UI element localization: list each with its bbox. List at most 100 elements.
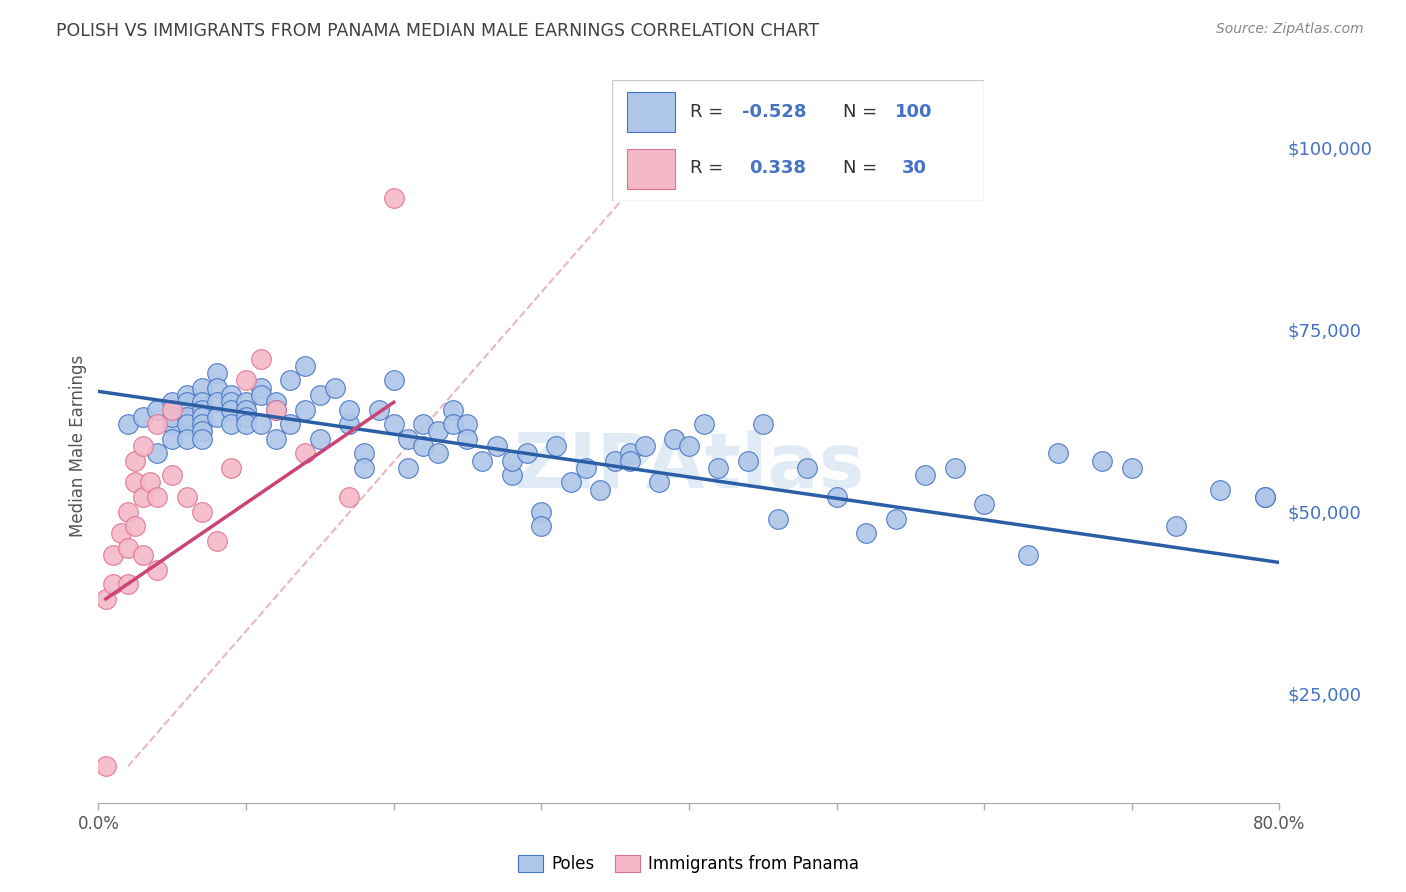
Point bbox=[103, 577, 125, 591]
Point bbox=[368, 402, 391, 417]
Point bbox=[219, 417, 242, 432]
Point bbox=[339, 402, 360, 417]
Point bbox=[515, 446, 537, 460]
Point bbox=[191, 381, 214, 395]
Text: N =: N = bbox=[842, 103, 883, 120]
Point bbox=[353, 446, 375, 460]
Point bbox=[132, 409, 155, 424]
Point bbox=[664, 432, 686, 446]
Text: 100: 100 bbox=[894, 103, 932, 120]
Point bbox=[191, 402, 214, 417]
Point bbox=[294, 402, 316, 417]
Point bbox=[235, 409, 257, 424]
Point bbox=[250, 351, 273, 366]
Point bbox=[162, 417, 183, 432]
Point bbox=[264, 432, 287, 446]
Text: R =: R = bbox=[690, 103, 728, 120]
Point bbox=[382, 417, 405, 432]
Point bbox=[353, 460, 375, 475]
Point bbox=[456, 432, 478, 446]
Point bbox=[396, 460, 419, 475]
Point bbox=[205, 381, 228, 395]
Point bbox=[110, 526, 132, 541]
Point bbox=[235, 374, 257, 388]
Point bbox=[219, 388, 242, 402]
Point bbox=[339, 417, 360, 432]
Point bbox=[176, 388, 198, 402]
Point bbox=[560, 475, 582, 490]
Point bbox=[441, 402, 464, 417]
Point bbox=[693, 417, 716, 432]
Point bbox=[235, 395, 257, 409]
Text: ZIPAtlas: ZIPAtlas bbox=[513, 431, 865, 504]
Point bbox=[339, 490, 360, 504]
Text: 0.338: 0.338 bbox=[749, 159, 807, 178]
Point bbox=[264, 402, 287, 417]
Point bbox=[427, 425, 450, 439]
Point bbox=[751, 417, 773, 432]
Point bbox=[278, 374, 302, 388]
Point bbox=[605, 453, 627, 467]
Point bbox=[132, 439, 155, 453]
Point bbox=[205, 533, 228, 548]
Point bbox=[250, 417, 273, 432]
Point bbox=[1017, 548, 1039, 562]
Point bbox=[176, 409, 198, 424]
Point bbox=[766, 512, 789, 526]
Bar bbox=[627, 93, 675, 132]
Point bbox=[117, 417, 139, 432]
Point bbox=[250, 381, 273, 395]
Point bbox=[117, 577, 139, 591]
Point bbox=[855, 526, 877, 541]
Point bbox=[117, 504, 139, 518]
Point bbox=[146, 446, 169, 460]
Point bbox=[162, 409, 183, 424]
Point bbox=[678, 439, 700, 453]
Point bbox=[191, 425, 214, 439]
Point bbox=[796, 460, 818, 475]
Point bbox=[176, 417, 198, 432]
Point bbox=[124, 453, 146, 467]
Point bbox=[1254, 490, 1277, 504]
Text: N =: N = bbox=[842, 159, 883, 178]
Point bbox=[1164, 519, 1187, 533]
Point bbox=[737, 453, 759, 467]
Text: R =: R = bbox=[690, 159, 734, 178]
Point bbox=[124, 475, 146, 490]
Point bbox=[264, 395, 287, 409]
Point bbox=[707, 460, 730, 475]
Text: -0.528: -0.528 bbox=[742, 103, 807, 120]
Point bbox=[162, 402, 183, 417]
Point bbox=[191, 432, 214, 446]
Point bbox=[884, 512, 907, 526]
Point bbox=[574, 460, 596, 475]
Point bbox=[1046, 446, 1069, 460]
Point bbox=[219, 402, 242, 417]
Point bbox=[914, 468, 936, 483]
Point bbox=[103, 548, 125, 562]
Point bbox=[530, 519, 553, 533]
Text: 30: 30 bbox=[903, 159, 927, 178]
Point bbox=[619, 446, 641, 460]
Point bbox=[546, 439, 568, 453]
Point bbox=[162, 395, 183, 409]
Point bbox=[456, 417, 478, 432]
Point bbox=[146, 417, 169, 432]
Point bbox=[589, 483, 612, 497]
FancyBboxPatch shape bbox=[612, 80, 984, 201]
Point bbox=[309, 432, 332, 446]
Point bbox=[278, 417, 302, 432]
Point bbox=[382, 191, 405, 205]
Point bbox=[132, 490, 155, 504]
Point bbox=[235, 402, 257, 417]
Point bbox=[1121, 460, 1143, 475]
Point bbox=[619, 453, 641, 467]
Point bbox=[530, 504, 553, 518]
Point bbox=[205, 366, 228, 380]
Point bbox=[139, 475, 162, 490]
Point bbox=[146, 402, 169, 417]
Point bbox=[648, 475, 671, 490]
Point bbox=[825, 490, 848, 504]
Point bbox=[94, 591, 117, 606]
Point bbox=[191, 504, 214, 518]
